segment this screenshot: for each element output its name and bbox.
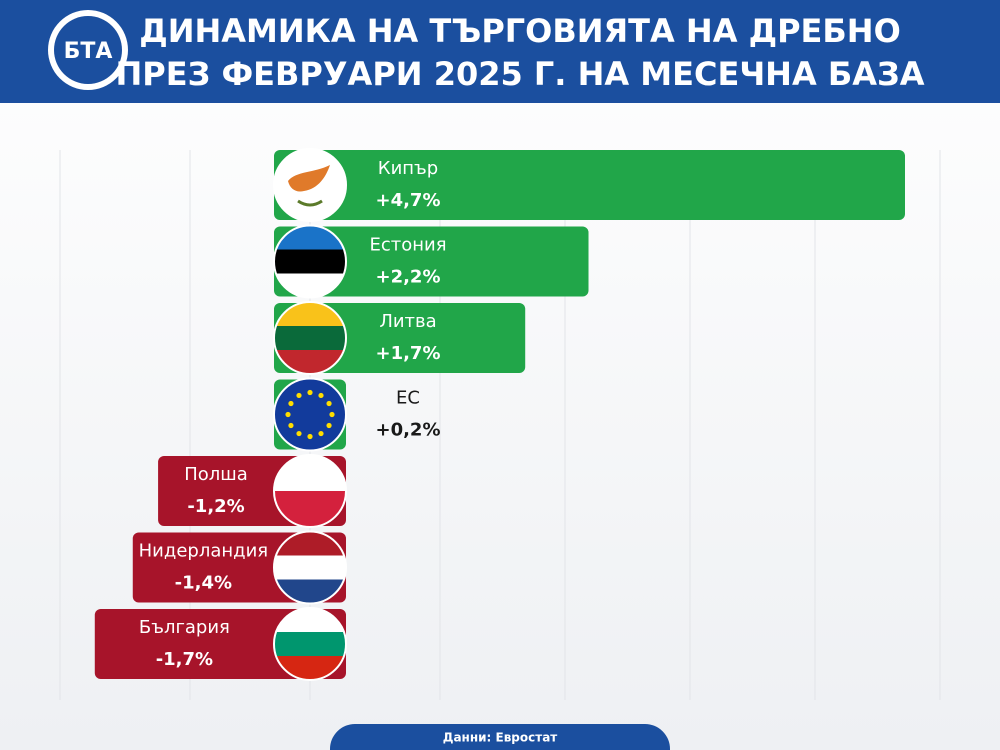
flag bbox=[274, 149, 346, 221]
flag-border bbox=[273, 377, 347, 452]
flag-star bbox=[285, 411, 291, 418]
flag-group bbox=[273, 377, 347, 452]
value-label: -1,2% bbox=[187, 496, 244, 517]
flag bbox=[274, 249, 346, 274]
flag-star bbox=[329, 411, 335, 418]
flag-star bbox=[288, 400, 294, 407]
flag-star bbox=[307, 433, 313, 440]
value-label: +1,7% bbox=[375, 343, 440, 364]
category-label: Нидерландия bbox=[139, 541, 268, 562]
flag-star bbox=[296, 392, 302, 399]
flag-group bbox=[273, 301, 347, 375]
value-label: -1,7% bbox=[156, 649, 213, 670]
value-label: +4,7% bbox=[375, 190, 440, 211]
flag-border bbox=[273, 224, 347, 299]
flag-group bbox=[273, 454, 347, 528]
flag-star bbox=[318, 392, 324, 399]
flag-border bbox=[273, 530, 347, 605]
category-label: Литва bbox=[379, 311, 436, 332]
chart-title: ПРЕЗ ФЕВРУАРИ 2025 Г. НА МЕСЕЧНА БАЗА bbox=[115, 55, 924, 93]
flag-star bbox=[318, 430, 324, 437]
flag bbox=[297, 199, 323, 207]
flag bbox=[274, 555, 346, 580]
flag-star bbox=[307, 389, 313, 396]
flag-group bbox=[273, 530, 347, 605]
value-label: +2,2% bbox=[375, 267, 440, 288]
flag bbox=[288, 165, 330, 192]
bar bbox=[274, 226, 589, 297]
flag-star bbox=[296, 430, 302, 437]
flag bbox=[274, 326, 346, 350]
flag-group bbox=[273, 607, 347, 681]
value-label: -1,4% bbox=[175, 573, 232, 594]
bar bbox=[274, 150, 905, 220]
flag-group bbox=[273, 148, 347, 222]
logo-inner bbox=[54, 16, 122, 84]
flag-star bbox=[288, 422, 294, 429]
category-label: ЕС bbox=[396, 388, 420, 409]
flag-star bbox=[326, 400, 332, 407]
source-pill bbox=[330, 724, 670, 750]
category-label: Полша bbox=[184, 464, 248, 485]
flag-border bbox=[273, 301, 347, 375]
flag-border bbox=[273, 607, 347, 681]
header bbox=[0, 0, 1000, 103]
category-label: Естония bbox=[369, 235, 446, 256]
category-label: Кипър bbox=[378, 158, 438, 179]
flag bbox=[274, 632, 346, 656]
flag-star bbox=[326, 422, 332, 429]
source: Данни: Евростат bbox=[443, 731, 558, 745]
logo-text: БТА bbox=[64, 39, 113, 64]
category-label: България bbox=[139, 617, 230, 638]
flag-border bbox=[273, 454, 347, 528]
flag-group bbox=[273, 224, 347, 299]
flag bbox=[274, 378, 346, 451]
chart-title: ДИНАМИКА НА ТЪРГОВИЯТА НА ДРЕБНО bbox=[139, 12, 901, 50]
value-label: +0,2% bbox=[375, 420, 440, 441]
flag-border bbox=[273, 148, 347, 222]
